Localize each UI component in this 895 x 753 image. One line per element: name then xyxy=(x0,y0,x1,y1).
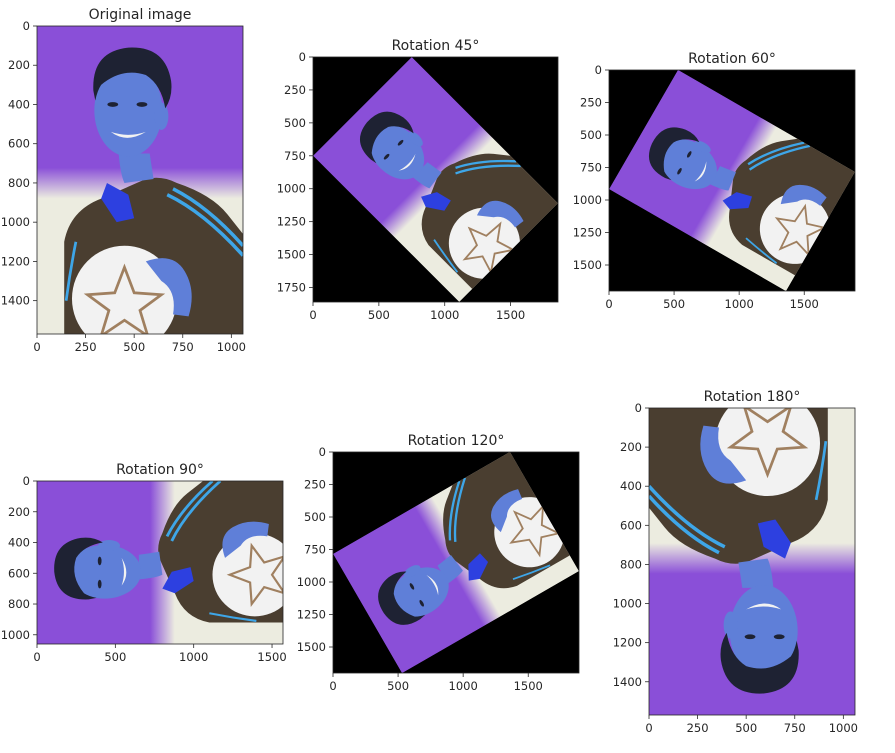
x-tick-label: 500 xyxy=(663,297,685,311)
y-tick-label: 800 xyxy=(620,557,642,571)
y-tick-label: 750 xyxy=(580,161,602,175)
x-tick-label: 500 xyxy=(104,650,126,664)
y-tick-label: 1000 xyxy=(1,215,30,229)
y-tick-label: 750 xyxy=(284,149,306,163)
y-tick-label: 0 xyxy=(635,401,642,415)
x-tick-label: 0 xyxy=(645,721,652,735)
x-tick-label: 0 xyxy=(33,340,40,354)
x-tick-label: 250 xyxy=(687,721,709,735)
image-panel: Rotation 45° 0 500 1000 1500 0 250 500 750 1000 12… xyxy=(277,38,559,322)
y-tick-label: 1500 xyxy=(573,258,602,272)
x-tick-label: 0 xyxy=(309,308,316,322)
axes-frame xyxy=(36,25,244,335)
x-tick-label: 1000 xyxy=(449,679,478,693)
y-tick-label: 0 xyxy=(23,474,30,488)
y-tick-label: 1400 xyxy=(613,675,642,689)
y-tick-label: 1200 xyxy=(1,254,30,268)
y-tick-label: 250 xyxy=(580,96,602,110)
rotated-photo xyxy=(649,390,855,715)
panel-title: Rotation 60° xyxy=(688,51,776,67)
panel-title: Rotation 90° xyxy=(116,462,204,478)
image-panel: Rotation 90° 0 500 1000 1500 0 200 400 600 800 100… xyxy=(1,462,297,664)
y-tick-label: 600 xyxy=(8,566,30,580)
y-tick-label: 800 xyxy=(8,597,30,611)
y-tick-label: 1000 xyxy=(613,597,642,611)
axes-frame xyxy=(648,407,856,716)
y-tick-label: 750 xyxy=(304,543,326,557)
y-tick-label: 800 xyxy=(8,176,30,190)
x-tick-label: 1000 xyxy=(430,308,459,322)
x-tick-label: 0 xyxy=(33,650,40,664)
y-tick-label: 0 xyxy=(595,63,602,77)
y-tick-label: 1000 xyxy=(277,182,306,196)
x-tick-label: 1500 xyxy=(496,308,525,322)
y-tick-label: 200 xyxy=(620,440,642,454)
y-tick-label: 500 xyxy=(580,128,602,142)
y-tick-label: 600 xyxy=(8,137,30,151)
y-tick-label: 250 xyxy=(304,478,326,492)
y-tick-label: 500 xyxy=(284,116,306,130)
image-panel: Rotation 60° 0 500 1000 1500 0 250 500 750 1000 12… xyxy=(573,51,856,311)
y-tick-label: 1250 xyxy=(297,608,326,622)
y-tick-label: 500 xyxy=(304,510,326,524)
image-panel: Original image 0 250 500 750 1000 0 200 400 600 80… xyxy=(1,7,246,354)
y-tick-label: 1500 xyxy=(297,640,326,654)
image-panel: Rotation 120° 0 500 1000 1500 0 250 500 750 1000 1… xyxy=(297,433,580,693)
panel-title: Rotation 120° xyxy=(408,433,505,449)
x-tick-label: 1500 xyxy=(257,650,286,664)
x-tick-label: 1500 xyxy=(790,297,819,311)
y-tick-label: 1500 xyxy=(277,248,306,262)
x-tick-label: 500 xyxy=(735,721,757,735)
panel-title: Rotation 180° xyxy=(704,389,801,405)
y-tick-label: 400 xyxy=(8,97,30,111)
y-tick-label: 1000 xyxy=(297,575,326,589)
image-panel: Rotation 180° 0 250 500 750 1000 0 200 400 600 800… xyxy=(613,389,858,735)
axes-frame xyxy=(608,69,856,292)
y-tick-label: 0 xyxy=(23,19,30,33)
x-tick-label: 0 xyxy=(329,679,336,693)
y-tick-label: 1000 xyxy=(573,193,602,207)
axes-frame xyxy=(332,451,580,674)
y-tick-label: 400 xyxy=(620,479,642,493)
x-tick-label: 1500 xyxy=(514,679,543,693)
y-tick-label: 600 xyxy=(620,518,642,532)
y-tick-label: 1250 xyxy=(277,215,306,229)
x-tick-label: 0 xyxy=(605,297,612,311)
y-tick-label: 200 xyxy=(8,58,30,72)
rotated-photo xyxy=(37,26,243,352)
y-tick-label: 250 xyxy=(284,83,306,97)
x-tick-label: 750 xyxy=(172,340,194,354)
x-tick-label: 250 xyxy=(75,340,97,354)
y-tick-label: 400 xyxy=(8,536,30,550)
x-tick-label: 750 xyxy=(784,721,806,735)
panel-title: Rotation 45° xyxy=(392,38,480,54)
x-tick-label: 500 xyxy=(123,340,145,354)
y-tick-label: 1250 xyxy=(573,226,602,240)
panel-title: Original image xyxy=(89,7,192,23)
x-tick-label: 1000 xyxy=(179,650,208,664)
y-tick-label: 0 xyxy=(319,445,326,459)
y-tick-label: 1400 xyxy=(1,294,30,308)
axes-frame xyxy=(36,480,284,645)
y-tick-label: 1000 xyxy=(1,628,30,642)
rotated-photo xyxy=(37,481,297,644)
x-tick-label: 500 xyxy=(387,679,409,693)
y-tick-label: 1200 xyxy=(613,636,642,650)
x-tick-label: 1000 xyxy=(725,297,754,311)
y-tick-label: 200 xyxy=(8,505,30,519)
axes-frame xyxy=(312,56,559,303)
x-tick-label: 500 xyxy=(368,308,390,322)
y-tick-label: 0 xyxy=(299,50,306,64)
x-tick-label: 1000 xyxy=(217,340,246,354)
x-tick-label: 1000 xyxy=(829,721,858,735)
y-tick-label: 1750 xyxy=(277,281,306,295)
